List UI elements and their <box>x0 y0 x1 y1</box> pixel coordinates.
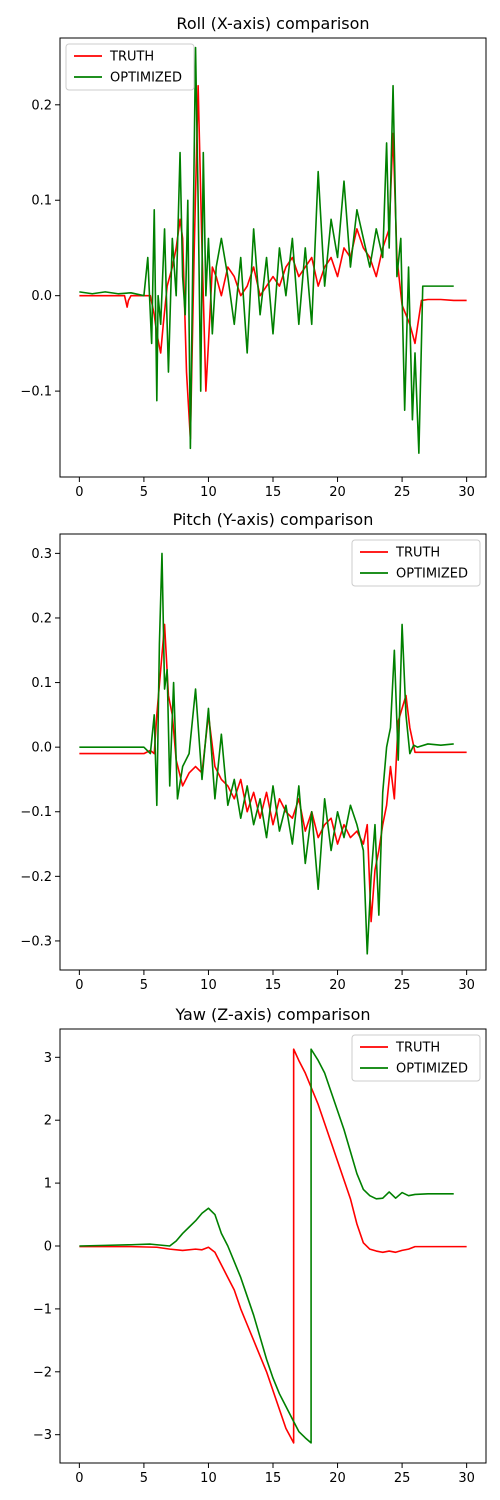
y-tick-label: 0.3 <box>31 547 52 562</box>
y-tick-label: 2 <box>44 1114 52 1129</box>
y-tick-label: −0.2 <box>20 870 52 885</box>
legend-label-truth: TRUTH <box>395 1041 440 1056</box>
chart-title: Roll (X-axis) comparison <box>176 14 369 33</box>
x-tick-label: 5 <box>140 978 148 993</box>
x-tick-label: 15 <box>265 485 282 500</box>
y-tick-label: 0.2 <box>31 611 52 626</box>
series-line-truth <box>79 1048 467 1444</box>
chart-title: Pitch (Y-axis) comparison <box>173 510 374 529</box>
series-line-truth <box>79 623 467 923</box>
y-tick-label: −0.1 <box>20 385 52 400</box>
x-tick-label: 30 <box>458 485 475 500</box>
legend: TRUTH OPTIMIZED <box>65 43 195 91</box>
axes-frame <box>59 37 487 478</box>
x-tick-label: 25 <box>394 978 411 993</box>
y-tick-label: 0.2 <box>31 98 52 113</box>
x-tick-label: 25 <box>394 485 411 500</box>
legend-label-optimized: OPTIMIZED <box>396 567 468 582</box>
x-tick-label: 25 <box>394 1471 411 1486</box>
x-tick-label: 20 <box>329 1471 346 1486</box>
legend: TRUTH OPTIMIZED <box>351 539 481 587</box>
y-tick-label: −1 <box>33 1302 52 1317</box>
y-tick-label: 0.1 <box>31 194 52 209</box>
legend-label-truth: TRUTH <box>395 546 440 561</box>
y-tick-label: 0.0 <box>31 741 52 756</box>
y-tick-label: −0.3 <box>20 934 52 949</box>
x-tick-label: 5 <box>140 1471 148 1486</box>
series-line-truth <box>79 84 467 440</box>
x-tick-label: 10 <box>200 978 217 993</box>
x-tick-label: 10 <box>200 1471 217 1486</box>
chart-panel-1: Roll (X-axis) comparison 0 5 10 15 20 25 30 −0.1… <box>20 14 487 500</box>
legend-label-optimized: OPTIMIZED <box>396 1062 468 1077</box>
y-tick-label: 0.1 <box>31 676 52 691</box>
x-tick-label: 15 <box>265 1471 282 1486</box>
legend: TRUTH OPTIMIZED <box>351 1034 481 1082</box>
series-line-optimized <box>79 552 454 955</box>
x-tick-label: 30 <box>458 978 475 993</box>
x-tick-label: 0 <box>75 1471 83 1486</box>
series-line-optimized <box>79 1048 454 1444</box>
legend-label-optimized: OPTIMIZED <box>110 71 182 86</box>
x-tick-label: 0 <box>75 978 83 993</box>
x-tick-label: 20 <box>329 978 346 993</box>
y-tick-label: −2 <box>33 1365 52 1380</box>
y-tick-label: 3 <box>44 1051 52 1066</box>
x-tick-label: 20 <box>329 485 346 500</box>
chart-panel-2: Pitch (Y-axis) comparison 0 5 10 15 20 25 30 −0.… <box>20 510 487 993</box>
y-tick-label: 0 <box>44 1240 52 1255</box>
y-tick-label: −0.1 <box>20 805 52 820</box>
y-tick-label: 0.0 <box>31 289 52 304</box>
legend-label-truth: TRUTH <box>109 50 154 65</box>
x-tick-label: 0 <box>75 485 83 500</box>
x-tick-label: 30 <box>458 1471 475 1486</box>
series-line-optimized <box>79 46 454 454</box>
y-tick-label: 1 <box>44 1177 52 1192</box>
chart-title: Yaw (Z-axis) comparison <box>174 1005 370 1024</box>
x-tick-label: 15 <box>265 978 282 993</box>
y-tick-label: −3 <box>33 1428 52 1443</box>
x-tick-label: 5 <box>140 485 148 500</box>
x-tick-label: 10 <box>200 485 217 500</box>
